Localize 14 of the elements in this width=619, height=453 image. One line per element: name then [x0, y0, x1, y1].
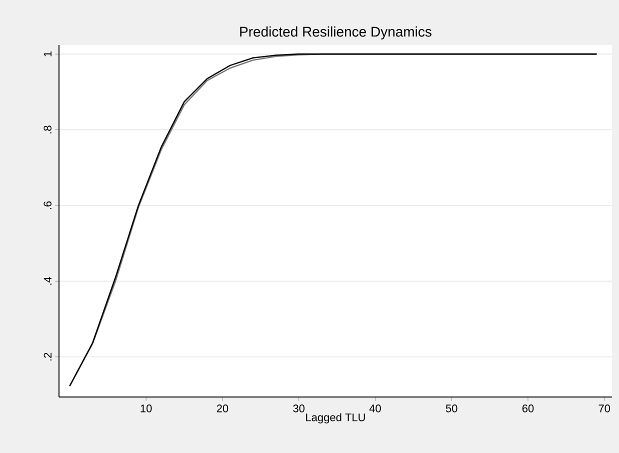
x-tick-label: 30: [293, 404, 305, 412]
y-tick-label: .6: [44, 201, 52, 210]
chart-title: Predicted Resilience Dynamics: [240, 26, 432, 40]
y-tick-label: .2: [44, 352, 52, 360]
x-tick-label: 40: [369, 404, 381, 412]
y-tick-label: .4: [44, 276, 52, 285]
x-tick-label: 10: [140, 404, 152, 412]
x-tick-label: 60: [522, 404, 534, 412]
y-tick-label: .8: [44, 126, 52, 134]
x-tick-label: 20: [216, 404, 228, 412]
y-tick-label: 1: [44, 52, 52, 56]
x-tick-label: 50: [446, 404, 458, 412]
x-axis-title: Lagged TLU: [306, 413, 365, 424]
x-tick-label: 70: [598, 404, 610, 412]
